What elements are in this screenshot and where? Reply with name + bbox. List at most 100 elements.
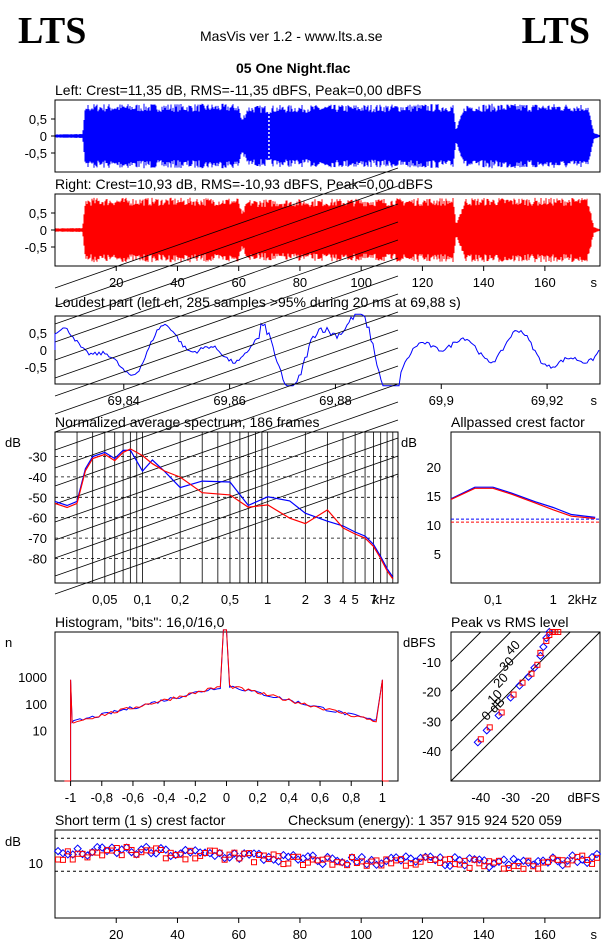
peak-rms-point [542, 633, 551, 643]
peak-rms-ylabel: dBFS [403, 635, 436, 650]
short-crest-xtick-label: 20 [109, 927, 123, 942]
short-crest-point [151, 849, 161, 858]
loudest-frame [54, 315, 601, 385]
peak-rms-point [536, 651, 545, 661]
spectrum-xtick-label: 1 [264, 592, 271, 607]
short-crest-point [397, 856, 404, 863]
peak-rms-point [555, 629, 562, 635]
short-crest-point [358, 858, 365, 865]
histogram-xtick-label: -0,2 [184, 790, 206, 805]
short-crest-point [55, 856, 62, 863]
short-crest-point [177, 851, 184, 858]
short-crest-point [68, 850, 78, 859]
peak-rms-point [473, 738, 483, 747]
short-crest-ylabel: dB [5, 834, 21, 849]
short-crest-point [99, 852, 106, 859]
crest-ytick-label: 20 [427, 460, 441, 475]
peak-rms-point [498, 709, 505, 716]
peak-rms-point [545, 627, 554, 637]
crest-series-1 [450, 487, 596, 520]
short-crest-point [63, 850, 73, 859]
short-crest-point [411, 857, 420, 866]
short-crest-point [520, 865, 527, 872]
spectrum-slope-line [54, 455, 399, 577]
short-crest-point [417, 858, 424, 865]
spectrum-slope-line [54, 257, 399, 379]
spectrum-ytick-label: -40 [28, 470, 47, 485]
histogram-xtick-label: 0,8 [342, 790, 360, 805]
spectrum-xunit: kHz [373, 592, 395, 607]
spectrum-ytick-label: -30 [28, 449, 47, 464]
histogram-ytick-label: 1000 [18, 670, 47, 685]
right-channel-title: Right: Crest=10,93 dB, RMS=-10,93 dBFS, … [55, 176, 433, 192]
short-crest-point [362, 860, 371, 869]
short-crest-point [353, 859, 360, 866]
short-crest-point [157, 847, 164, 854]
short-crest-point [386, 853, 396, 863]
short-crest-point [544, 858, 551, 865]
lts-logo-left: LTS [18, 10, 87, 52]
short-crest-point [146, 848, 156, 858]
right-channel-xtick-label: 140 [473, 275, 495, 290]
spectrum-ytick-label: -60 [28, 511, 47, 526]
short-term-crest-title: Short term (1 s) crest factor [55, 812, 226, 828]
loudest-xunit: s [591, 393, 598, 408]
short-crest-point [246, 850, 253, 857]
short-crest-point [97, 843, 107, 852]
short-crest-point [195, 848, 205, 857]
short-crest-point [461, 857, 468, 864]
lts-logo-right: LTS [521, 10, 590, 52]
short-crest-point [500, 865, 507, 872]
loudest-xtick-label: 69,84 [108, 393, 141, 408]
loudest-xtick-label: 69,92 [531, 393, 564, 408]
peak-rms-point [519, 679, 526, 686]
right-channel-xtick-label: 120 [412, 275, 434, 290]
right-channel-xtick-label: 60 [231, 275, 245, 290]
short-crest-point [569, 857, 576, 864]
peak-rms-point [528, 670, 535, 677]
histogram-xtick-label: -0,8 [91, 790, 113, 805]
peak-rms-diagonal [450, 631, 482, 663]
crest-xtick-label: 0,1 [484, 592, 502, 607]
short-crest-point [141, 842, 151, 852]
app-title: MasVis ver 1.2 - www.lts.a.se [200, 28, 383, 44]
right-channel-ytick-label: -0,5 [25, 240, 47, 255]
short-crest-point [220, 853, 229, 863]
short-crest-point [568, 851, 577, 860]
loudest-xtick-label: 69,86 [213, 393, 246, 408]
loudest-part-title: Loudest part (left ch, 285 samples >95% … [55, 294, 461, 310]
short-crest-point [480, 856, 489, 865]
short-crest-xtick-label: 40 [170, 927, 184, 942]
short-crest-point [260, 852, 267, 859]
left-channel-waveform [55, 103, 600, 169]
spectrum-slope-line [54, 437, 399, 559]
peak-rms-point [534, 661, 541, 668]
histogram-xtick-label: 0 [223, 790, 230, 805]
spectrum-slope-line [54, 185, 399, 307]
crest-xtick-label: 1 [550, 592, 557, 607]
short-crest-point [579, 852, 586, 859]
peak-rms-point [537, 649, 544, 656]
spectrum-xtick-label: 4 [339, 592, 346, 607]
short-crest-xtick-label: 60 [231, 927, 245, 942]
short-crest-point [348, 854, 355, 861]
short-crest-point [426, 852, 435, 861]
left-channel-ytick-label: 0 [40, 129, 47, 144]
short-crest-point [373, 857, 380, 864]
histogram-series-0 [64, 629, 389, 782]
short-crest-point [529, 860, 538, 869]
short-crest-point [148, 847, 155, 854]
spectrum-slope-line [54, 203, 399, 325]
short-crest-point [161, 845, 171, 854]
short-crest-point [363, 862, 370, 869]
short-crest-point [509, 854, 518, 864]
short-crest-point [402, 862, 409, 869]
checksum-label: Checksum (energy): 1 357 915 924 520 059 [288, 812, 562, 828]
short-crest-point [582, 858, 592, 868]
spectrum-slope-line [54, 347, 399, 469]
short-crest-point [236, 855, 243, 862]
peak-rms-frame [450, 631, 601, 782]
short-crest-point [162, 855, 169, 862]
left-channel-title: Left: Crest=11,35 dB, RMS=-11,35 dBFS, P… [55, 82, 422, 98]
histogram-ytick-label: 100 [25, 697, 47, 712]
